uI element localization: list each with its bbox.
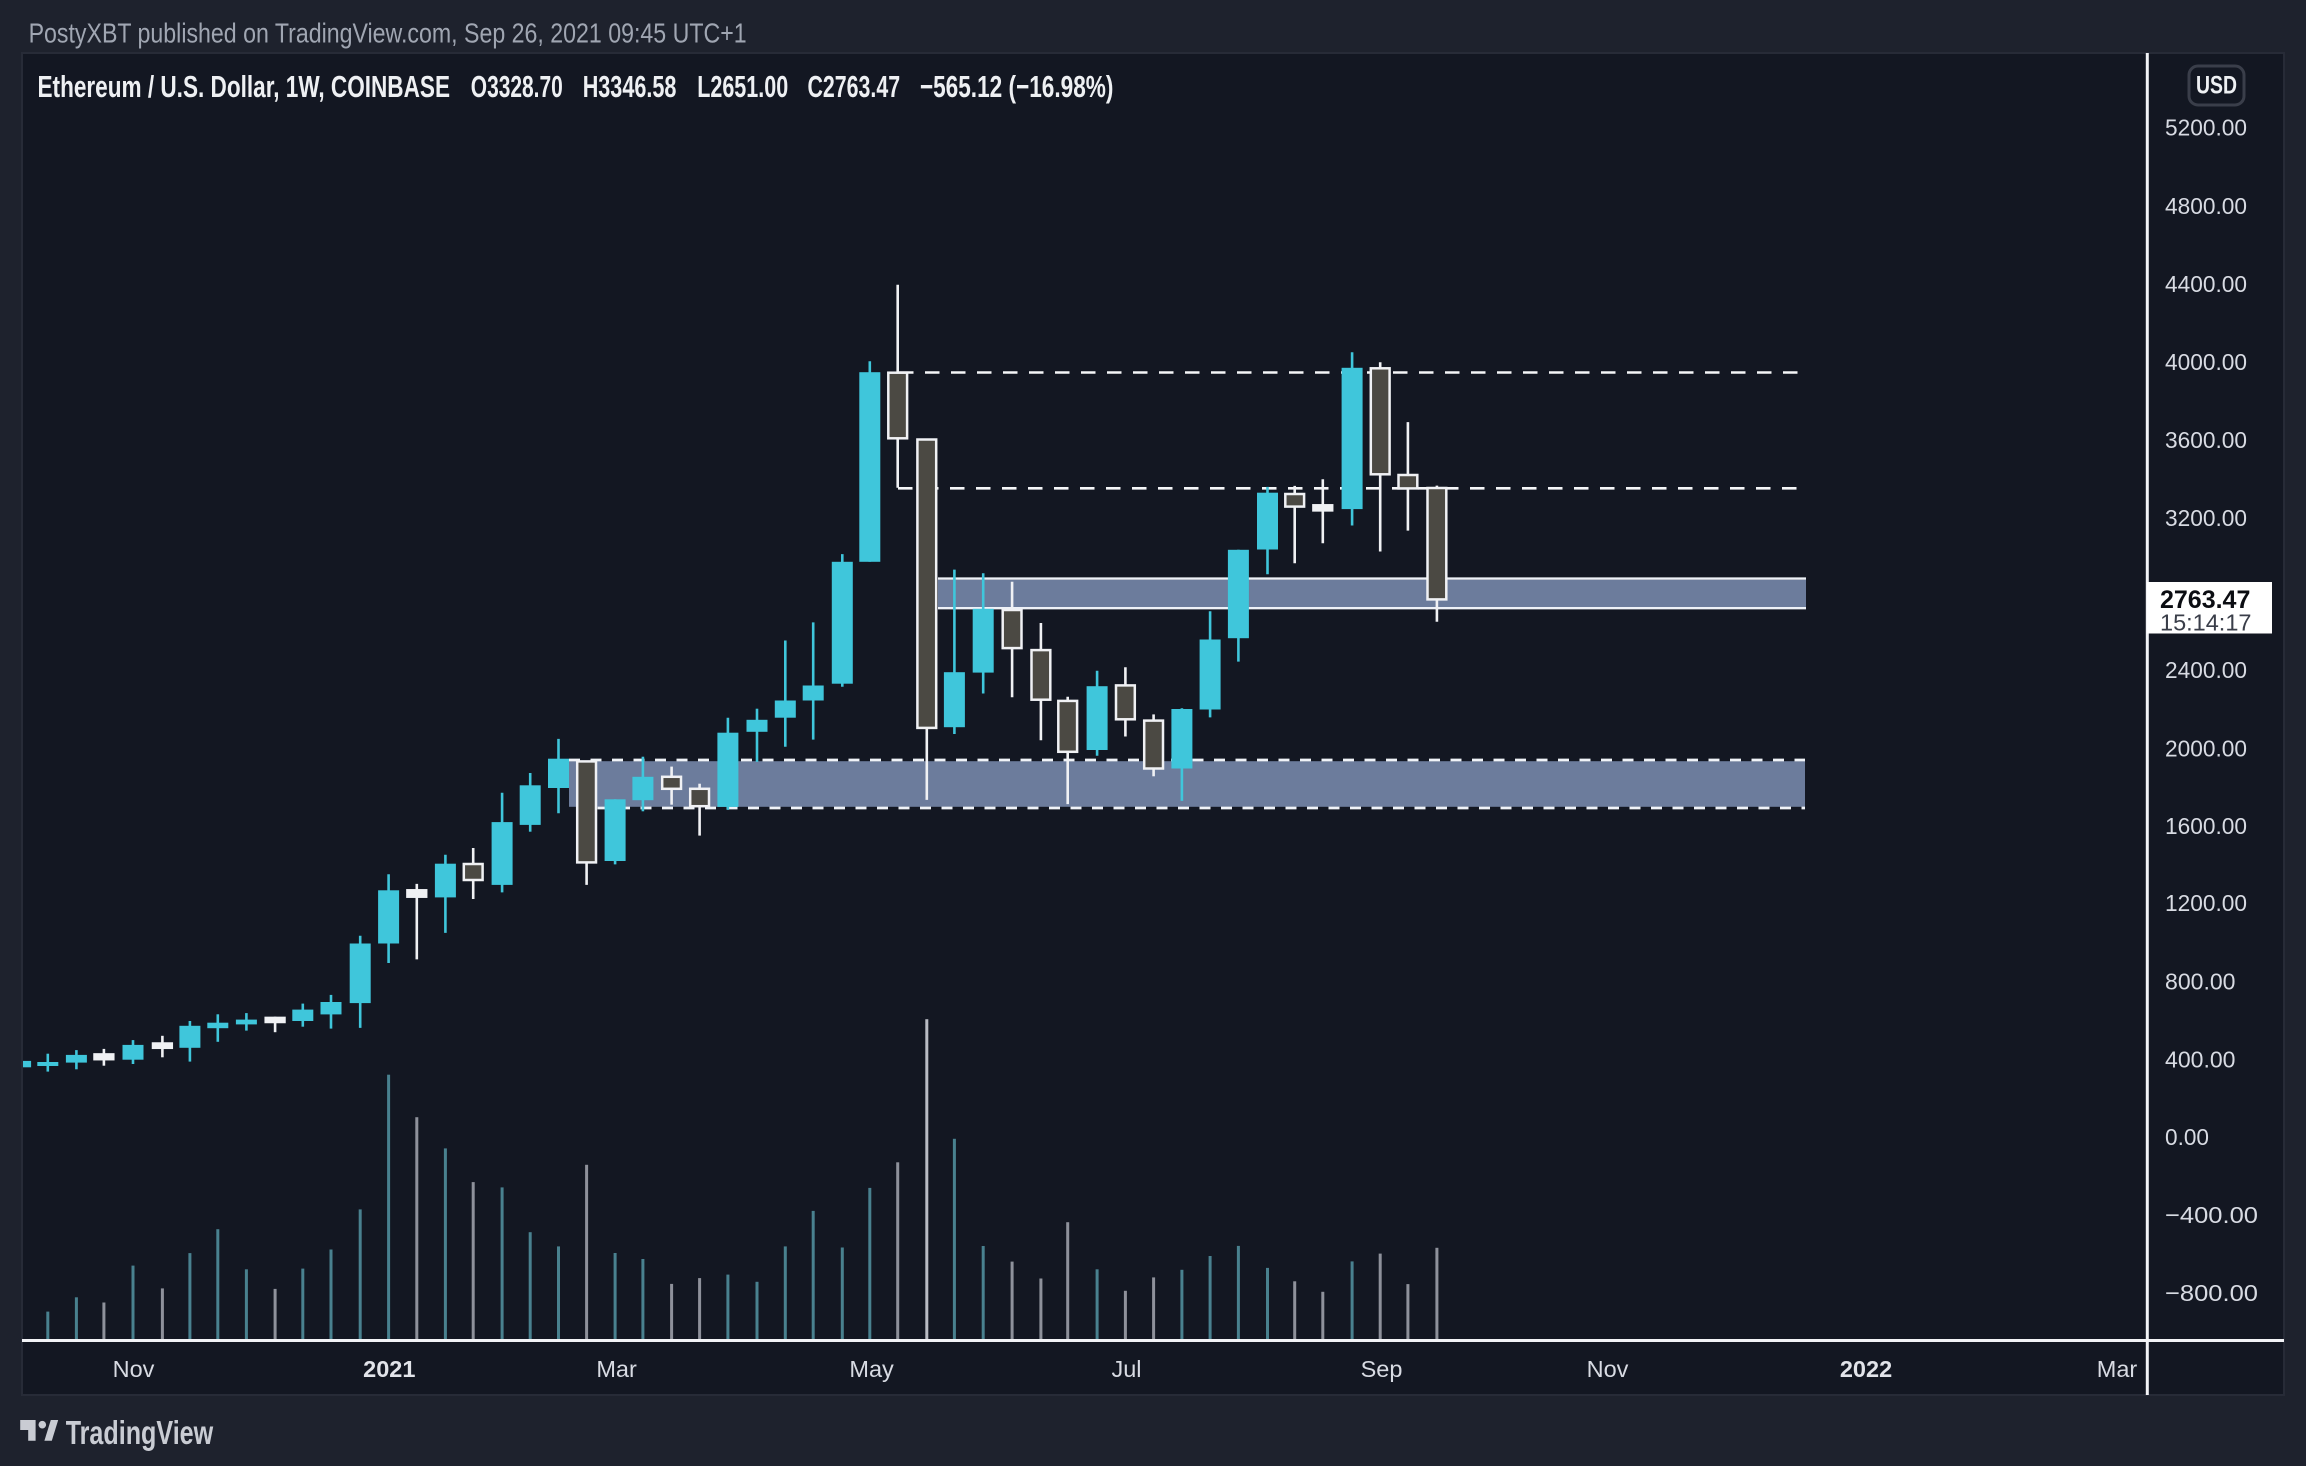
svg-text:USD: USD xyxy=(2196,72,2237,100)
svg-text:1600.00: 1600.00 xyxy=(2165,813,2247,839)
svg-text:L2651.00: L2651.00 xyxy=(697,69,788,104)
svg-text:2763.47: 2763.47 xyxy=(2160,586,2250,614)
svg-text:4800.00: 4800.00 xyxy=(2165,193,2247,219)
svg-text:−400.00: −400.00 xyxy=(2165,1202,2258,1228)
svg-text:4000.00: 4000.00 xyxy=(2165,349,2247,375)
svg-text:5200.00: 5200.00 xyxy=(2165,115,2247,141)
svg-text:PostyXBT published on TradingV: PostyXBT published on TradingView.com, S… xyxy=(29,18,747,49)
svg-text:0.00: 0.00 xyxy=(2165,1124,2209,1150)
svg-text:O3328.70: O3328.70 xyxy=(471,69,563,104)
svg-text:800.00: 800.00 xyxy=(2165,969,2236,995)
svg-text:TradingView: TradingView xyxy=(66,1414,214,1451)
svg-text:3600.00: 3600.00 xyxy=(2165,427,2247,453)
svg-text:2022: 2022 xyxy=(1840,1356,1892,1382)
svg-text:1200.00: 1200.00 xyxy=(2165,890,2247,916)
svg-text:Ethereum / U.S. Dollar, 1W, CO: Ethereum / U.S. Dollar, 1W, COINBASE xyxy=(38,69,451,104)
svg-text:Mar: Mar xyxy=(596,1356,637,1382)
svg-text:2000.00: 2000.00 xyxy=(2165,736,2247,762)
svg-text:Nov: Nov xyxy=(113,1356,155,1382)
svg-text:3200.00: 3200.00 xyxy=(2165,505,2247,531)
svg-text:400.00: 400.00 xyxy=(2165,1047,2236,1073)
svg-text:−800.00: −800.00 xyxy=(2165,1280,2258,1306)
svg-text:May: May xyxy=(849,1356,894,1382)
svg-text:2021: 2021 xyxy=(363,1356,415,1382)
svg-text:Jul: Jul xyxy=(1111,1356,1141,1382)
svg-text:−565.12 (−16.98%): −565.12 (−16.98%) xyxy=(920,69,1114,104)
svg-text:C2763.47: C2763.47 xyxy=(808,69,901,104)
svg-text:2400.00: 2400.00 xyxy=(2165,657,2247,683)
svg-text:Mar: Mar xyxy=(2097,1356,2138,1382)
svg-text:Nov: Nov xyxy=(1587,1356,1629,1382)
svg-text:15:14:17: 15:14:17 xyxy=(2160,610,2251,636)
svg-text:4400.00: 4400.00 xyxy=(2165,271,2247,297)
svg-text:H3346.58: H3346.58 xyxy=(583,69,677,104)
svg-text:Sep: Sep xyxy=(1361,1356,1403,1382)
